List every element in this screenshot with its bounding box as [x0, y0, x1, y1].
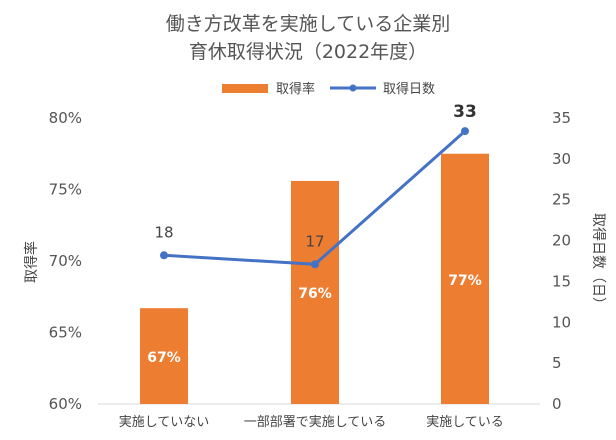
- right-tick-label: 25: [552, 191, 571, 209]
- left-tick-label: 65%: [49, 324, 82, 342]
- bar-data-label: 67%: [147, 350, 181, 366]
- bar: [441, 153, 489, 404]
- y-axis-left-label: 取得率: [23, 241, 40, 283]
- line-point: [461, 127, 469, 136]
- right-tick-label: 15: [552, 272, 571, 290]
- chart-title-line-1: 働き方改革を実施している企業別: [166, 13, 450, 35]
- category-labels: 実施していない 一部部署で実施している 実施している: [119, 414, 504, 430]
- line-point: [311, 260, 319, 269]
- right-tick-label: 5: [552, 354, 562, 372]
- bar-data-label: 76%: [298, 286, 332, 302]
- category-label: 一部部署で実施している: [244, 414, 387, 430]
- line-data-label: 18: [154, 223, 173, 241]
- bar: [291, 180, 339, 404]
- left-tick-label: 75%: [49, 181, 82, 199]
- chart-title-line-2: 育休取得状況（2022年度）: [189, 41, 427, 63]
- left-tick-label: 70%: [49, 252, 82, 270]
- legend-marker-days: [349, 84, 357, 92]
- bar: [140, 308, 188, 404]
- bar-data-label: 77%: [448, 273, 482, 289]
- bar-series: 67% 76% 77%: [140, 153, 489, 404]
- right-tick-label: 30: [552, 150, 571, 168]
- left-tick-label: 80%: [49, 109, 82, 127]
- legend-swatch-rate: [222, 84, 268, 93]
- right-tick-labels: 0 5 10 15 20 25 30 35: [552, 109, 571, 413]
- y-axis-right-label: 取得日数（日）: [590, 213, 607, 311]
- legend-label-days: 取得日数: [383, 81, 435, 97]
- legend-label-rate: 取得率: [276, 81, 315, 97]
- right-tick-label: 35: [552, 109, 571, 127]
- line-data-label: 17: [305, 232, 324, 250]
- category-label: 実施していない: [119, 414, 210, 430]
- left-tick-label: 60%: [49, 395, 82, 413]
- line-data-label: 33: [453, 102, 477, 122]
- line-point: [160, 251, 168, 260]
- right-tick-label: 20: [552, 232, 571, 250]
- category-label: 実施している: [426, 414, 504, 430]
- line-series: 18 17 33: [154, 102, 477, 269]
- right-tick-label: 0: [552, 395, 562, 413]
- right-tick-label: 10: [552, 313, 571, 331]
- left-tick-labels: 60% 65% 70% 75% 80%: [49, 109, 82, 413]
